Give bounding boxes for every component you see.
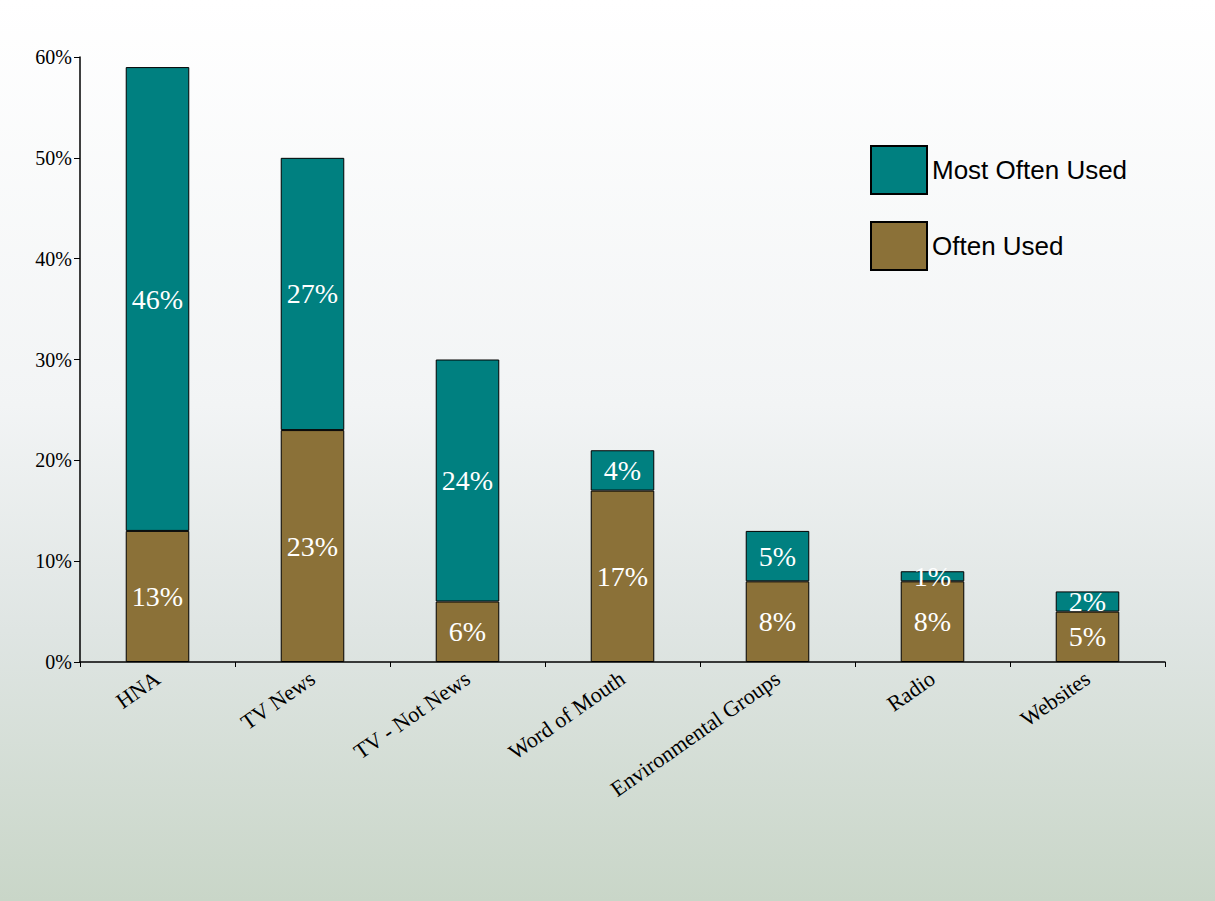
svg-text:8%: 8% [914, 606, 951, 637]
svg-text:2%: 2% [1069, 586, 1106, 617]
svg-text:50%: 50% [35, 147, 72, 169]
svg-text:40%: 40% [35, 248, 72, 270]
svg-text:24%: 24% [442, 465, 493, 496]
svg-text:Radio: Radio [882, 666, 939, 717]
svg-text:30%: 30% [35, 349, 72, 371]
svg-text:HNA: HNA [111, 666, 164, 714]
svg-text:23%: 23% [287, 531, 338, 562]
svg-text:TV News: TV News [236, 666, 320, 735]
svg-text:5%: 5% [1069, 621, 1106, 652]
svg-text:8%: 8% [759, 606, 796, 637]
svg-text:0%: 0% [45, 651, 72, 673]
svg-text:20%: 20% [35, 449, 72, 471]
svg-text:Word of Mouth: Word of Mouth [504, 666, 630, 765]
svg-text:13%: 13% [132, 581, 183, 612]
svg-text:Environmental Groups: Environmental Groups [606, 666, 785, 802]
svg-text:27%: 27% [287, 278, 338, 309]
svg-text:Often Used: Often Used [932, 231, 1064, 261]
svg-text:5%: 5% [759, 541, 796, 572]
svg-text:TV - Not News: TV - Not News [349, 666, 475, 764]
svg-text:1%: 1% [914, 561, 951, 592]
svg-text:4%: 4% [604, 455, 641, 486]
svg-text:60%: 60% [35, 46, 72, 68]
svg-text:10%: 10% [35, 550, 72, 572]
svg-text:17%: 17% [597, 561, 648, 592]
svg-text:6%: 6% [449, 616, 486, 647]
svg-text:Websites: Websites [1016, 666, 1095, 732]
svg-text:Most Often Used: Most Often Used [932, 155, 1127, 185]
svg-text:46%: 46% [132, 284, 183, 315]
